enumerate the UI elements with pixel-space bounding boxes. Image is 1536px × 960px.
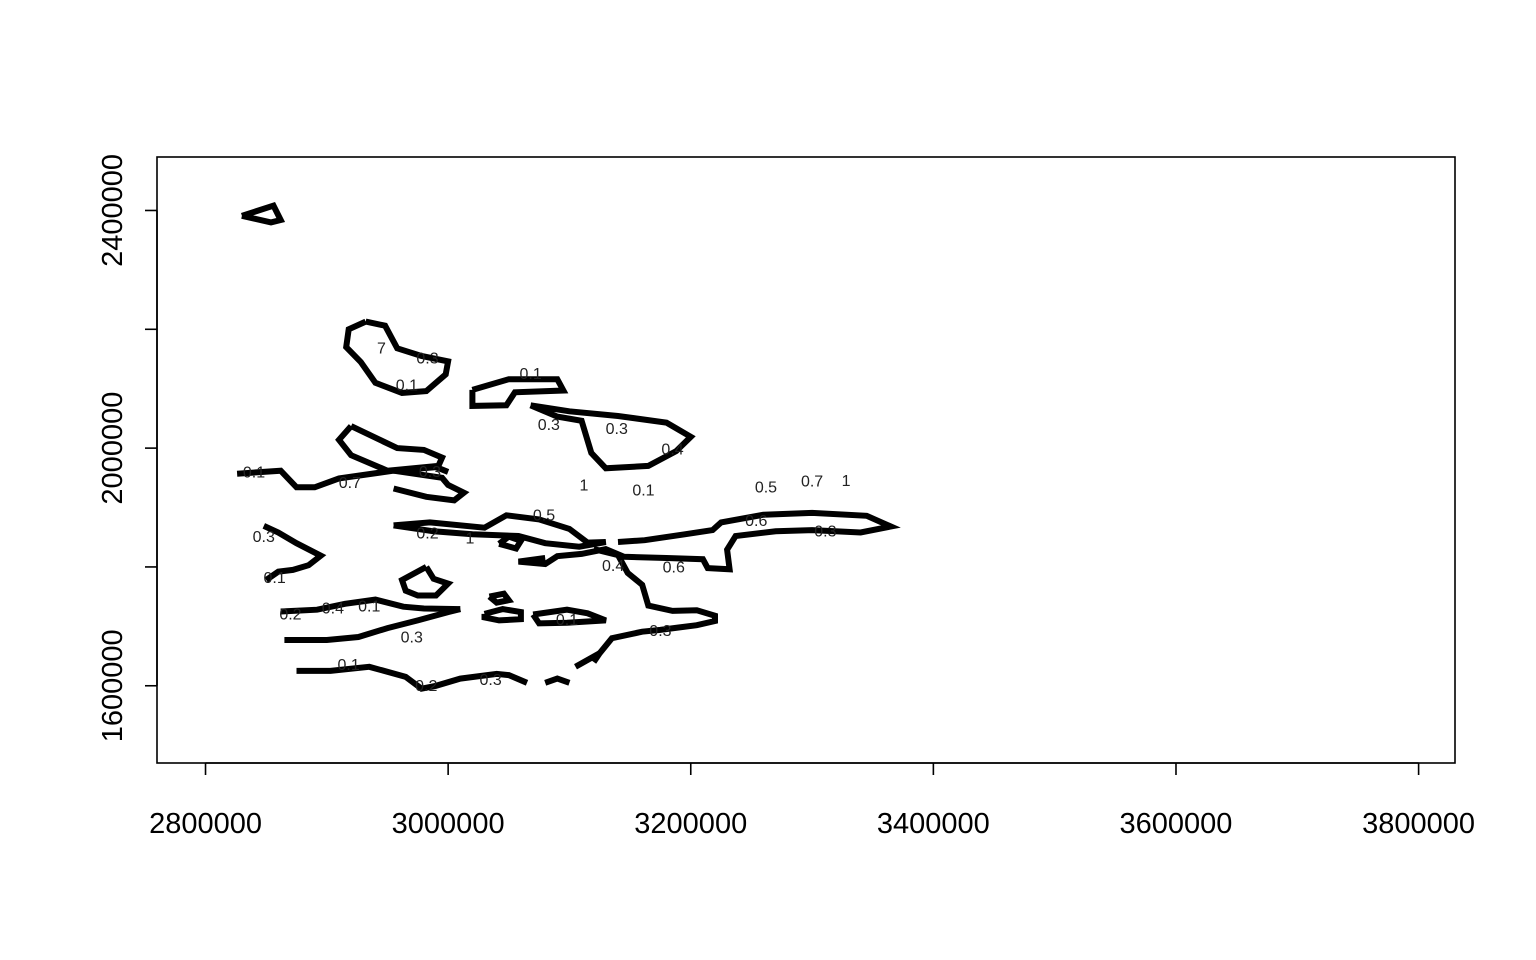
contour-label: 1 <box>842 473 851 490</box>
contour-labels: 0.1 0.7 0.3 0.3 0.1 0.2 0.4 0.1 0.3 0.1 0.2 0.3 0.2 1… <box>243 340 851 694</box>
contour-label: 0.3 <box>401 630 423 647</box>
contour-label: 7 <box>377 340 386 357</box>
contour-line-11 <box>591 546 718 664</box>
contour-label: 0.3 <box>538 417 560 434</box>
contour-label: 0.1 <box>358 599 380 616</box>
contour-line-2 <box>343 318 452 396</box>
contour-line-12 <box>398 564 454 599</box>
y-tick-label: 2400000 <box>97 154 129 267</box>
contour-label: 0.4 <box>322 601 344 618</box>
contour-label: 0.3 <box>479 672 501 689</box>
contour-label: 0.2 <box>415 678 437 695</box>
contour-line-1 <box>240 202 286 226</box>
contour-label: 0.4 <box>661 441 683 458</box>
contour-line-8 <box>393 512 607 550</box>
x-tick-label: 2800000 <box>149 808 262 840</box>
contour-label: 0.1 <box>520 366 542 383</box>
contour-label: 0.1 <box>243 464 265 481</box>
contour-label: 0.3 <box>814 523 836 540</box>
contour-label: 0.1 <box>632 482 654 499</box>
contour-line-14 <box>481 606 524 624</box>
contour-line-15 <box>530 606 607 627</box>
contour-line-20 <box>262 523 327 583</box>
contour-label: 0.1 <box>264 570 286 587</box>
contour-label: 0.5 <box>533 507 555 524</box>
contour-line-19 <box>544 675 571 686</box>
contour-label: 0.3 <box>253 529 275 546</box>
contour-label: 0.3 <box>606 421 628 438</box>
contour-label: 0.7 <box>801 473 823 490</box>
contour-label: 1 <box>580 478 589 495</box>
x-tick-label: 3000000 <box>392 808 505 840</box>
x-tick-label: 3600000 <box>1120 808 1233 840</box>
contour-label: 0.6 <box>745 513 767 530</box>
contour-line-17 <box>284 606 462 643</box>
contour-line-18 <box>296 663 529 692</box>
x-tick-label: 3200000 <box>634 808 747 840</box>
contour-line-4 <box>529 402 696 472</box>
x-axis: 2800000 3000000 3200000 3400000 3600000 38000… <box>149 762 1475 840</box>
contour-label: 0.2 <box>279 606 301 623</box>
contour-label: 0.2 <box>416 526 438 543</box>
contour-label: 0.6 <box>663 560 685 577</box>
contour-line-6 <box>236 464 450 491</box>
contour-label: 0.1 <box>556 612 578 629</box>
contour-label: 0.7 <box>339 475 361 492</box>
contour-label: 0.1 <box>338 657 360 674</box>
contour-line-7 <box>392 467 470 504</box>
y-tick-label: 2000000 <box>97 392 129 505</box>
contour-lines <box>236 202 901 692</box>
contour-label: 0.3 <box>649 623 671 640</box>
contour-label: 1 <box>466 530 475 547</box>
contour-line-3 <box>469 376 569 409</box>
y-tick-label: 1600000 <box>97 629 129 742</box>
y-axis: 1600000 2000000 2400000 <box>97 154 158 742</box>
x-tick-label: 3400000 <box>877 808 990 840</box>
contour-line-13 <box>487 590 515 606</box>
contour-label: 0.3 <box>419 464 441 481</box>
contour-label: 0.3 <box>416 350 438 367</box>
contour-line-21 <box>574 650 602 670</box>
contour-label: 0.5 <box>755 479 777 496</box>
contour-line-16 <box>280 596 461 615</box>
contour-label: 0.4 <box>602 558 624 575</box>
contour-label: 0.1 <box>396 378 418 395</box>
contour-line-9 <box>497 533 526 552</box>
contour-line-10 <box>518 509 901 573</box>
x-tick-label: 3800000 <box>1362 808 1475 840</box>
